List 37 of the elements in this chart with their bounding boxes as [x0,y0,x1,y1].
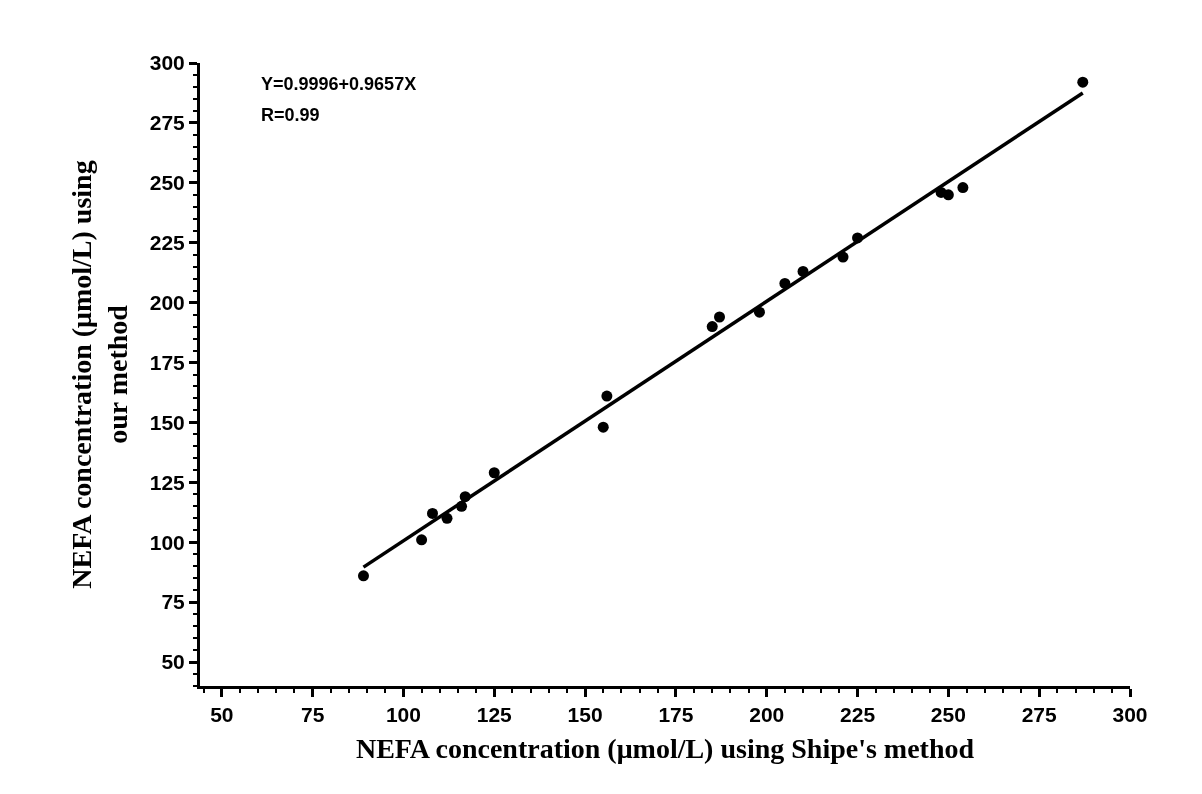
y-tick-label: 225 [149,231,186,255]
annotation: Y=0.9996+0.9657X [261,74,417,94]
x-tick-label: 150 [567,703,603,727]
x-tick-label: 125 [476,703,513,727]
x-tick-label: 275 [1021,703,1058,727]
x-tick-label: 75 [300,703,325,727]
y-tick-label: 100 [149,530,185,554]
x-tick-label: 50 [210,703,234,727]
y-tick-label: 200 [149,290,185,314]
y-tick-label: 50 [161,650,185,674]
x-tick-label: 225 [840,703,876,727]
x-tick-label: 100 [385,703,421,727]
y-tick-label: 275 [149,111,186,135]
point [488,467,500,479]
y-tick-label: 175 [149,350,186,374]
y-tick-label: 250 [149,171,185,195]
point [597,421,609,433]
point [416,534,428,546]
x-tick-label: 250 [930,703,966,727]
point [1077,76,1089,88]
y-axis-title: NEFA concentration (μmol/L) using our method [66,160,134,589]
point [706,321,718,333]
point [427,507,438,519]
point [601,390,613,402]
point [713,311,725,323]
point [357,570,369,582]
x-axis-title: NEFA concentration (μmol/L) using Shipe's method [355,733,975,765]
point [942,189,954,201]
x-tick-label: 200 [749,703,785,727]
point [957,182,969,194]
y-tick-label: 75 [161,590,186,614]
x-tick-label: 300 [1112,703,1148,727]
y-tick-label: 150 [149,410,185,434]
annotation: R=0.99 [261,105,320,125]
x-tick-label: 175 [658,703,694,727]
y-tick-label: 300 [149,51,185,75]
y-tick-label: 125 [149,470,186,494]
